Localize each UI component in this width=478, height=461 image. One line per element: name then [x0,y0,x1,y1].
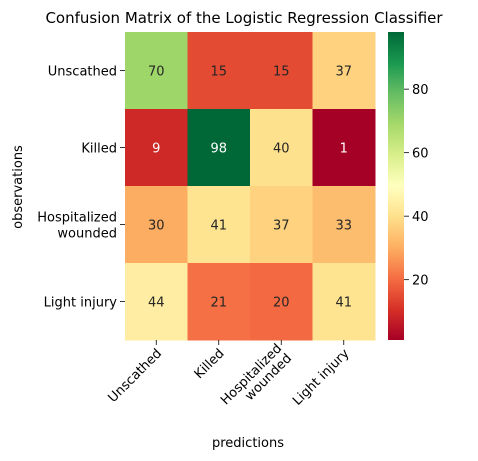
colorbar-ticks: 20 40 60 80 [404,83,429,289]
x-tick-label: Unscathed [106,346,166,406]
y-tick-label: Unscathed [48,65,117,80]
cell-value-r2-c1: 41 [210,219,227,234]
cell-value-r0-c3: 37 [335,65,352,80]
cell-value-r0-c0: 70 [148,65,165,80]
colorbar [388,32,404,340]
y-axis-label: observations [11,145,26,229]
cell-value-r2-c2: 37 [273,219,290,234]
cell-value-r2-c0: 30 [148,219,165,234]
colorbar-tick-label: 20 [412,274,429,289]
y-tick-label: Light injury [44,296,118,311]
cell-value-r1-c1: 98 [210,142,227,157]
cell-value-r3-c2: 20 [273,296,290,311]
cell-value-r0-c1: 15 [210,65,227,80]
y-tick-label: Hospitalized wounded [37,211,117,242]
colorbar-tick-label: 80 [412,83,429,98]
cell-value-r1-c3: 1 [340,142,348,157]
x-tick-label: Hospitalizedwounded [218,341,295,418]
chart-title: Confusion Matrix of the Logistic Regress… [45,9,443,27]
cell-value-r1-c0: 9 [152,142,160,157]
x-axis-ticks: Unscathed KilledHospitalizedwoundedLight … [106,340,353,418]
cell-value-r0-c2: 15 [273,65,290,80]
x-tick-label: Killed [192,346,228,382]
x-tick-label: Light injury [290,346,353,409]
cell-value-r3-c3: 41 [335,296,352,311]
cell-value-r3-c1: 21 [210,296,227,311]
x-axis-label: predictions [212,436,284,451]
y-axis-ticks: Unscathed Killed Hospitalized wounded Light … [37,65,125,311]
y-tick-label: Killed [81,142,117,157]
cell-value-r2-c3: 33 [335,219,352,234]
cell-value-r3-c0: 44 [148,296,165,311]
cell-value-r1-c2: 40 [273,142,290,157]
colorbar-tick-label: 60 [412,147,429,162]
colorbar-tick-label: 40 [412,210,429,225]
